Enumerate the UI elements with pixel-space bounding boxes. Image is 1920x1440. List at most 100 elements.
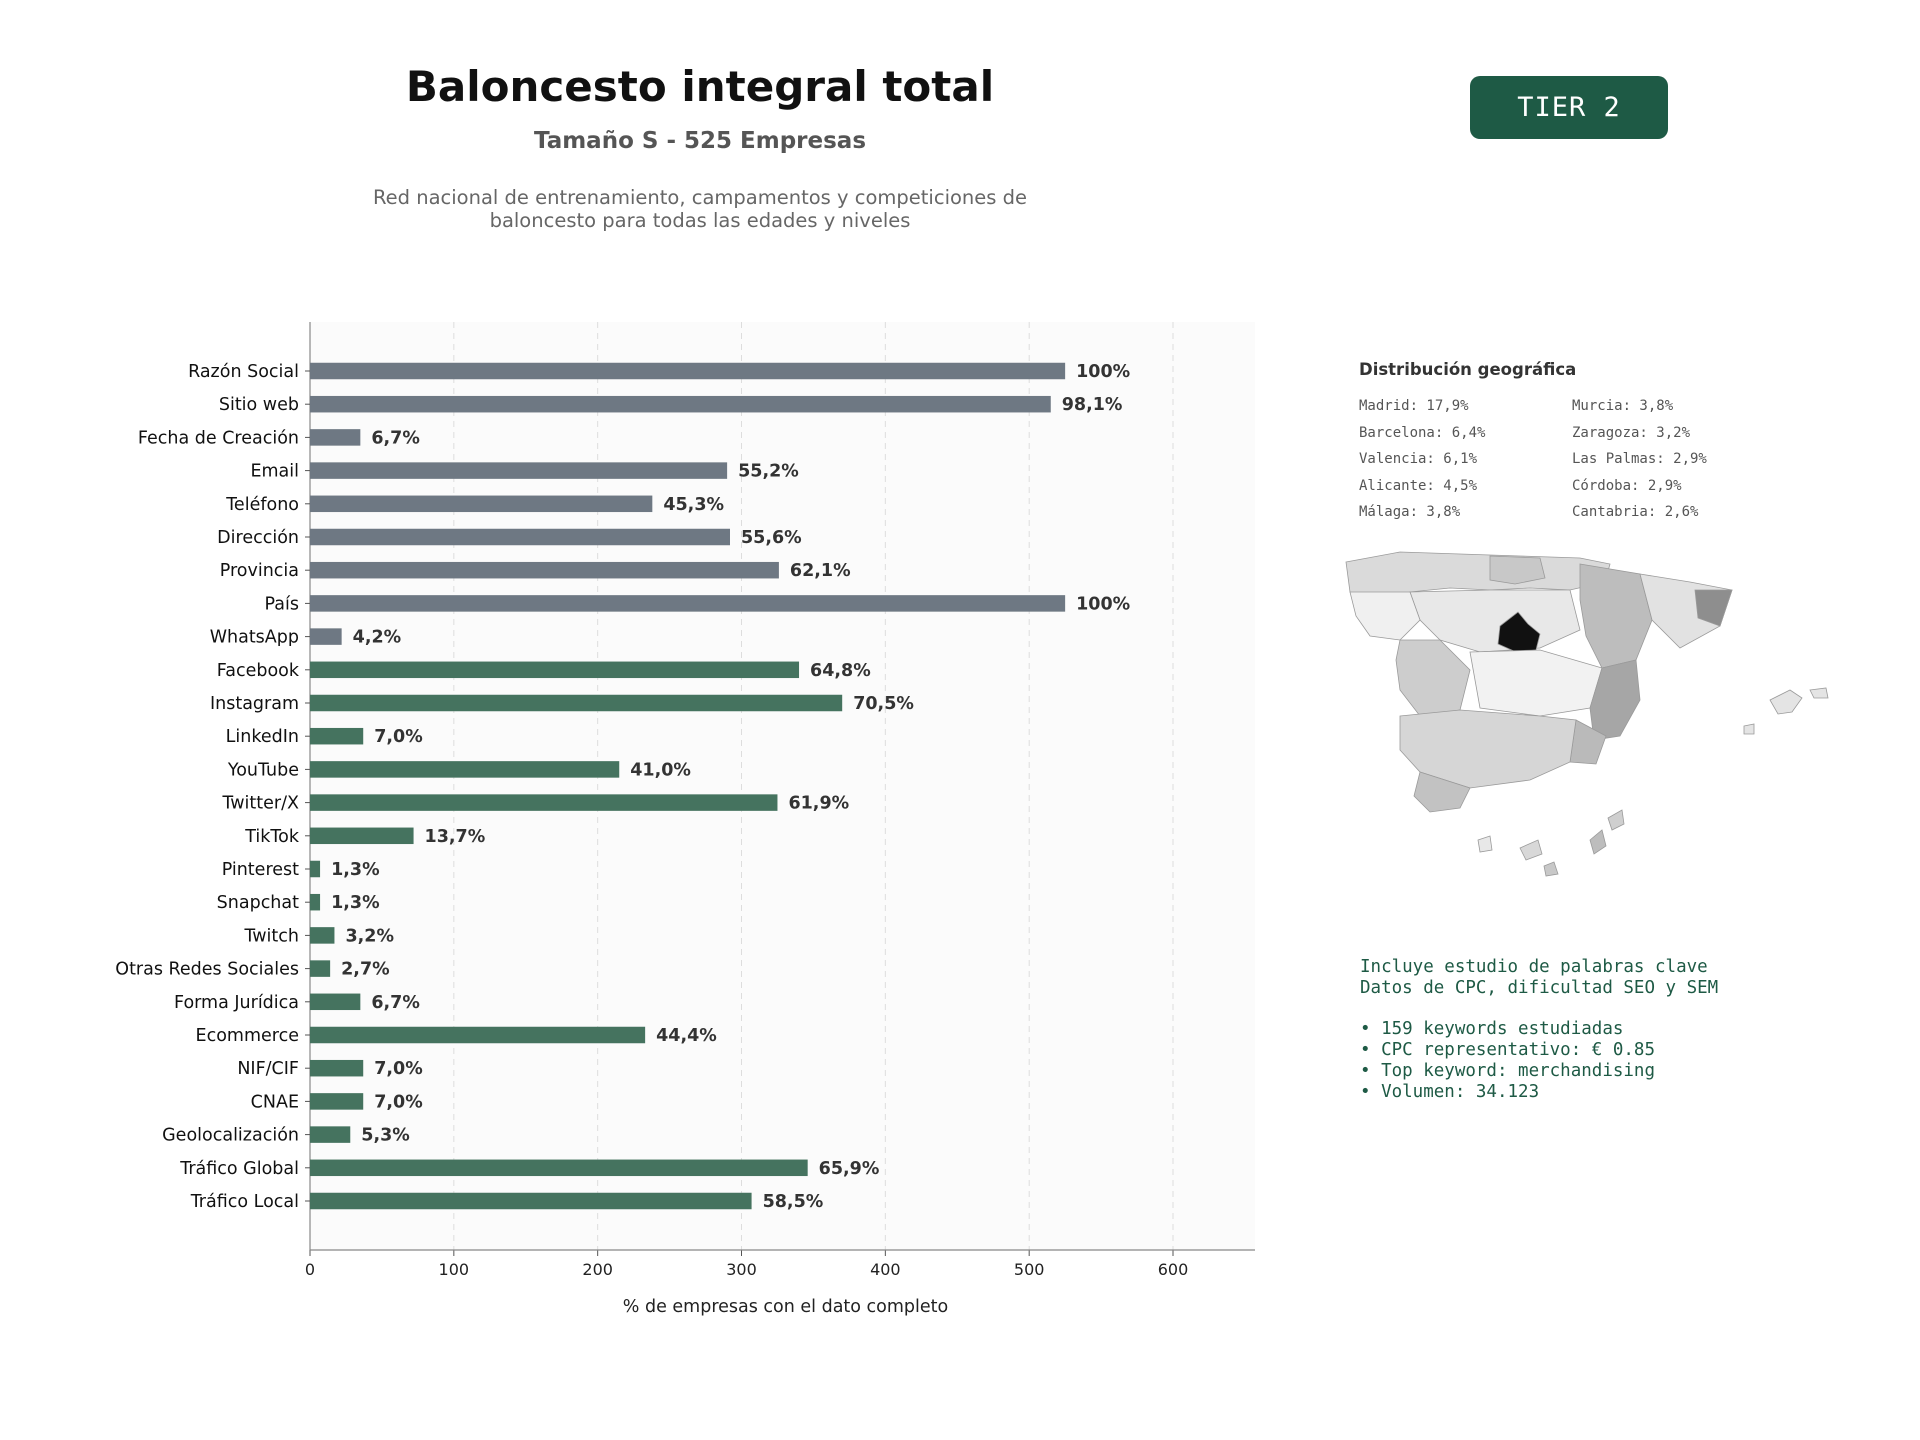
value-label: 4,2%: [353, 628, 402, 648]
value-label: 3,2%: [345, 926, 394, 946]
map-region-extremadura: [1395, 639, 1471, 717]
bar: [310, 495, 653, 513]
value-label: 100%: [1076, 362, 1130, 382]
bar: [310, 661, 800, 679]
keywords-bullet: • Volumen: 34.123: [1360, 1082, 1540, 1102]
category-label: Email: [250, 462, 299, 482]
category-label: Snapchat: [217, 893, 299, 913]
keywords-bullet: • CPC representativo: € 0.85: [1360, 1040, 1656, 1060]
geo-distribution-list: Madrid: 17,9% Murcia: 3,8% Barcelona: 6,…: [1359, 397, 1779, 521]
bar: [310, 1159, 808, 1177]
value-label: 7,0%: [374, 1092, 423, 1112]
x-tick-label: 200: [582, 1260, 613, 1279]
category-label: Teléfono: [225, 495, 299, 515]
bar: [310, 960, 331, 977]
map-region-andalucia: [1399, 709, 1577, 789]
keywords-bullet: • 159 keywords estudiadas: [1360, 1019, 1624, 1039]
map-region-madrid: [1497, 611, 1541, 653]
map-region-valencia: [1589, 659, 1641, 741]
map-region-ibiza: [1743, 723, 1755, 735]
map-region-canary-5: [1607, 809, 1625, 831]
keywords-line-2: Datos de CPC, dificultad SEO y SEM: [1360, 978, 1719, 998]
value-label: 55,6%: [741, 528, 802, 548]
geo-item: Málaga: 3,8%: [1359, 504, 1461, 520]
bar: [310, 1192, 752, 1210]
map-region-canary-3: [1543, 861, 1559, 877]
map-region-canary-2: [1519, 839, 1543, 861]
map-region-andalucia-south: [1413, 771, 1471, 813]
bar: [310, 794, 778, 811]
keywords-info: Incluye estudio de palabras clave Datos …: [1360, 957, 1718, 1103]
value-label: 6,7%: [371, 993, 420, 1013]
bar: [310, 429, 361, 446]
bar: [310, 561, 779, 579]
bar-chart: 0 100 200 300 400 500 600 Razón Social 100% Sitio…: [115, 322, 1255, 1317]
category-label: Otras Redes Sociales: [115, 960, 299, 980]
map-region-canary-4: [1589, 829, 1607, 855]
chart-description: Red nacional de entrenamiento, campament…: [372, 186, 1028, 232]
category-label: Dirección: [217, 528, 299, 548]
category-label: Provincia: [220, 561, 299, 581]
bar: [310, 1093, 364, 1110]
category-label: TikTok: [244, 827, 300, 847]
category-label: LinkedIn: [226, 727, 299, 747]
value-label: 7,0%: [374, 1059, 423, 1079]
x-tick-label: 600: [1158, 1260, 1189, 1279]
x-tick-label: 500: [1014, 1260, 1045, 1279]
value-label: 7,0%: [374, 727, 423, 747]
bar: [310, 860, 321, 878]
map-region-canary-1: [1477, 835, 1493, 853]
value-label: 1,3%: [331, 893, 380, 913]
value-label: 65,9%: [819, 1159, 880, 1179]
category-label: NIF/CIF: [237, 1059, 299, 1079]
category-label: Pinterest: [222, 860, 299, 880]
category-label: Forma Jurídica: [174, 993, 299, 1013]
category-label: CNAE: [251, 1092, 299, 1112]
category-label: WhatsApp: [210, 628, 299, 648]
map-region-castilla-mancha: [1469, 649, 1603, 717]
bar: [310, 727, 364, 745]
geo-item: Las Palmas: 2,9%: [1572, 451, 1707, 467]
x-tick-label: 100: [439, 1260, 470, 1279]
value-label: 98,1%: [1062, 395, 1123, 415]
value-label: 6,7%: [371, 428, 420, 448]
value-label: 61,9%: [788, 794, 849, 814]
geo-title: Distribución geográfica: [1359, 360, 1577, 379]
value-label: 13,7%: [425, 827, 486, 847]
keywords-bullet: • Top keyword: merchandising: [1360, 1061, 1656, 1081]
bar: [310, 362, 1066, 380]
value-label: 44,4%: [656, 1026, 717, 1046]
category-label: Fecha de Creación: [138, 428, 299, 448]
bar: [310, 1126, 351, 1143]
category-label: Ecommerce: [196, 1026, 299, 1046]
x-tick-label: 300: [726, 1260, 757, 1279]
value-label: 55,2%: [738, 462, 799, 482]
category-label: Tráfico Global: [179, 1159, 299, 1179]
x-tick-label: 0: [305, 1260, 315, 1279]
category-label: Facebook: [217, 661, 300, 681]
chart-subtitle: Tamaño S - 525 Empresas: [533, 128, 867, 154]
bar: [310, 993, 361, 1011]
category-label: Sitio web: [219, 395, 299, 415]
category-label: Instagram: [210, 694, 299, 714]
value-label: 70,5%: [853, 694, 914, 714]
bar: [310, 694, 843, 712]
geo-item: Córdoba: 2,9%: [1572, 477, 1682, 494]
category-label: Tráfico Local: [190, 1192, 299, 1212]
geo-item: Valencia: 6,1%: [1359, 451, 1478, 467]
bar: [310, 628, 342, 645]
map-region-galicia-west: [1349, 591, 1421, 641]
geo-item: Madrid: 17,9%: [1359, 398, 1469, 414]
category-label: País: [265, 594, 299, 614]
value-label: 1,3%: [331, 860, 380, 880]
geo-item: Murcia: 3,8%: [1572, 398, 1674, 414]
bar: [310, 827, 414, 845]
map-region-balearics: [1769, 689, 1803, 715]
x-axis-label: % de empresas con el dato completo: [623, 1297, 948, 1317]
geo-item: Zaragoza: 3,2%: [1572, 424, 1691, 441]
value-label: 100%: [1076, 594, 1130, 614]
bar: [310, 893, 321, 911]
geo-item: Cantabria: 2,6%: [1572, 504, 1699, 520]
keywords-line-1: Incluye estudio de palabras clave: [1360, 957, 1708, 977]
category-label: YouTube: [227, 760, 299, 780]
